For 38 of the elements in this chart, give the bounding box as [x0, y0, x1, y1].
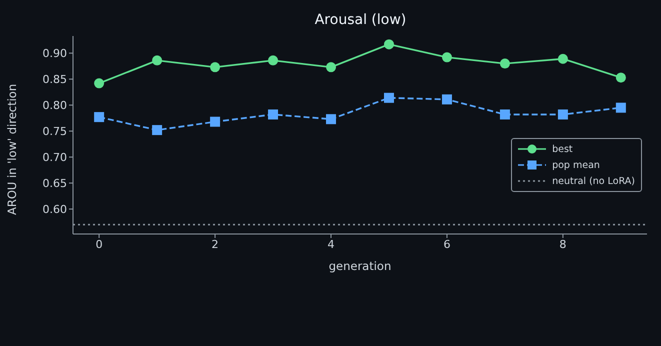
x-tick-label: 6 — [443, 238, 450, 251]
point — [442, 94, 452, 104]
point — [152, 125, 162, 136]
point — [558, 109, 568, 120]
y-tick-label: 0.75 — [42, 125, 67, 138]
point — [326, 62, 336, 72]
point — [210, 116, 220, 127]
point — [326, 114, 336, 124]
point — [500, 109, 510, 120]
legend-label: best — [552, 144, 573, 154]
x-tick-label: 8 — [559, 238, 566, 251]
point — [384, 39, 394, 50]
x-tick-label: 4 — [328, 238, 335, 251]
point — [94, 112, 104, 122]
y-tick-label: 0.85 — [42, 73, 67, 86]
legend-label: pop mean — [552, 160, 600, 170]
y-tick-label: 0.90 — [42, 47, 67, 60]
point — [210, 62, 220, 72]
x-tick-label: 2 — [212, 238, 219, 251]
point — [442, 52, 452, 62]
x-axis-title: generation — [328, 259, 392, 273]
chart-title: Arousal (low) — [314, 12, 408, 28]
point — [558, 54, 568, 64]
x-tick-label: 0 — [96, 238, 103, 251]
point — [152, 55, 162, 66]
point — [268, 55, 278, 66]
legend-label: neutral (no LoRA) — [552, 176, 635, 186]
point — [500, 58, 510, 69]
point — [94, 78, 104, 88]
y-tick-label: 0.80 — [42, 99, 67, 112]
point — [384, 92, 394, 103]
point — [268, 109, 278, 120]
y-axis-title: AROU in 'low' direction — [5, 84, 20, 215]
point — [616, 72, 626, 83]
y-tick-label: 0.60 — [42, 202, 67, 216]
y-tick-label: 0.65 — [42, 176, 67, 190]
y-tick-label: 0.70 — [42, 150, 67, 164]
point — [616, 102, 626, 113]
